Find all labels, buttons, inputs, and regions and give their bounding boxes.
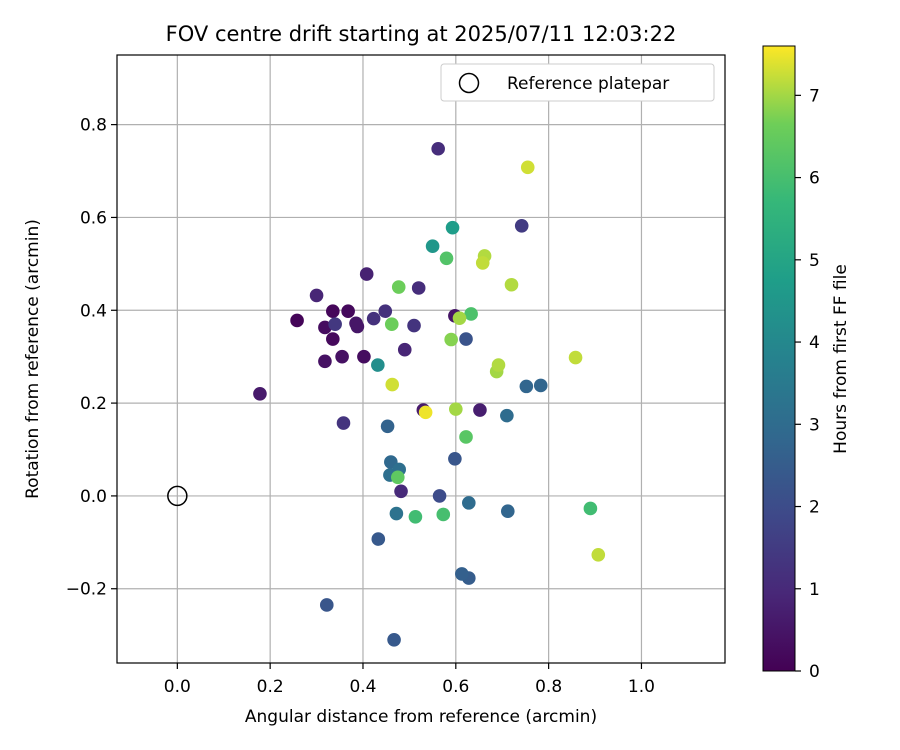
chart-title: FOV centre drift starting at 2025/07/11 … [166,22,677,46]
data-point [520,160,535,175]
data-point [408,510,423,524]
data-point [380,419,395,434]
data-point [459,430,473,444]
data-point [326,332,340,346]
data-point [290,313,304,328]
data-point [455,567,469,581]
plot-area-frame [116,54,726,664]
data-point [431,141,445,156]
colorbar-label: Hours from first FF file [831,264,851,454]
colorbar-tick-label: 4 [809,333,820,353]
data-point [425,239,440,254]
colorbar-tick-label: 3 [809,415,820,435]
scatter-points [253,141,606,647]
data-point [318,354,332,369]
data-point [475,256,490,270]
data-point [387,632,401,647]
data-point [504,277,519,292]
data-point [452,311,467,325]
data-point [394,484,408,499]
data-point [335,349,349,364]
data-point [491,358,506,372]
data-point [407,318,421,333]
y-tick-label: 0.6 [80,208,107,228]
colorbar-tick-label: 0 [809,662,820,682]
data-point [473,403,487,417]
colorbar: 0 1 2 3 4 5 6 7 Hours from first FF file [762,45,851,682]
data-point [389,506,404,521]
x-tick-label: 0.0 [164,677,191,697]
data-point [336,416,351,430]
data-point [519,379,534,394]
data-point [462,496,476,510]
data-point [384,317,399,331]
data-point [432,489,447,503]
y-axis: −0.2 0.0 0.2 0.4 0.6 0.8 [66,116,117,600]
data-point [357,349,371,364]
x-axis-label: Angular distance from reference (arcmin) [245,707,597,727]
data-point [390,470,405,485]
y-axis-label: Rotation from reference (arcmin) [23,219,43,499]
grid [117,55,725,663]
data-point [411,281,426,295]
y-tick-label: 0.0 [80,487,107,507]
y-tick-label: 0.2 [80,394,107,414]
x-axis: 0.0 0.2 0.4 0.6 0.8 1.0 [164,663,655,697]
colorbar-gradient [762,45,796,672]
data-point [449,402,463,416]
data-point [318,320,332,335]
data-point [459,332,473,346]
data-point [568,350,583,365]
data-point [326,304,340,318]
y-tick-label: 0.8 [80,116,107,136]
data-point [418,405,433,420]
colorbar-tick-label: 6 [809,169,820,189]
reference-platepar-marker [167,485,188,507]
data-point [349,316,363,331]
data-point [371,358,385,372]
data-point [500,408,514,423]
data-point [445,220,460,235]
data-point [514,218,529,233]
data-point [319,598,334,612]
colorbar-tick-label: 7 [809,86,820,106]
data-point [359,267,374,281]
data-point [500,504,515,519]
x-tick-label: 0.8 [535,677,562,697]
x-tick-label: 0.6 [442,677,469,697]
x-tick-label: 0.4 [349,677,376,697]
x-tick-label: 0.2 [257,677,284,697]
colorbar-tick-label: 1 [809,580,820,600]
data-point [444,332,458,347]
y-tick-label: −0.2 [66,580,107,600]
legend: Reference platepar [440,63,715,102]
data-point [385,377,400,392]
legend-box [440,63,715,102]
colorbar-ticks: 0 1 2 3 4 5 6 7 [795,86,820,682]
data-point [371,532,386,546]
legend-label: Reference platepar [507,74,669,94]
data-point [439,251,454,266]
data-point [378,304,393,318]
data-point [533,378,548,393]
data-point [583,501,598,516]
x-tick-label: 1.0 [628,677,655,697]
y-tick-label: 0.4 [80,301,107,321]
data-point [448,451,462,466]
data-point [591,548,606,562]
legend-marker-icon [458,72,480,94]
data-point [253,387,267,401]
data-point [309,288,324,303]
data-point [341,304,355,318]
data-point [366,311,381,326]
colorbar-tick-label: 2 [809,498,820,518]
data-point [391,280,406,294]
data-point [397,342,412,357]
data-point [464,307,478,321]
data-point [328,317,342,331]
data-point [436,507,451,522]
colorbar-tick-label: 5 [809,251,820,271]
